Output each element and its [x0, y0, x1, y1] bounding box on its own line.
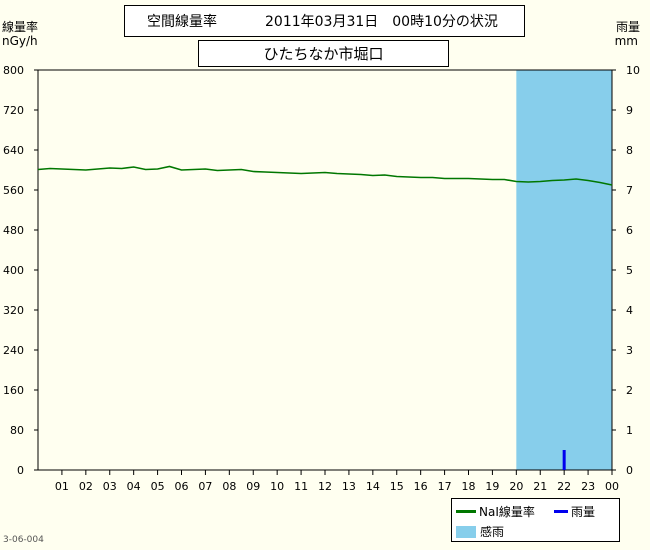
x-tick-label-15: 15: [390, 480, 404, 493]
legend-swatch-nai: [456, 510, 476, 513]
x-tick-label-03: 03: [103, 480, 117, 493]
x-tick-label-04: 04: [127, 480, 141, 493]
y-left-tick-label-160: 160: [3, 384, 24, 397]
x-tick-label-01: 01: [55, 480, 69, 493]
legend-swatch-rain-sense: [456, 525, 476, 538]
chart-legend: NaI線量率 雨量 感雨: [451, 498, 620, 542]
y-left-tick-label-720: 720: [3, 104, 24, 117]
y-right-tick-label-9: 9: [626, 104, 633, 117]
x-tick-label-08: 08: [222, 480, 236, 493]
y-left-tick-label-480: 480: [3, 224, 24, 237]
chart-datetime: 2011年03月31日 00時10分の状況: [265, 14, 498, 30]
y-axis-right-unit: mm: [614, 34, 638, 48]
legend-label-rain: 雨量: [571, 505, 596, 519]
y-left-tick-label-400: 400: [3, 264, 24, 277]
legend-item-nai: NaI線量率: [456, 503, 535, 520]
y-right-tick-label-2: 2: [626, 384, 633, 397]
y-axis-right-label: 雨量: [615, 20, 640, 34]
legend-label-rain-sense: 感雨: [480, 525, 505, 539]
legend-label-nai: NaI線量率: [479, 505, 535, 519]
legend-swatch-rain: [554, 510, 568, 513]
chart-title: 空間線量率: [147, 14, 217, 30]
x-tick-label-22: 22: [557, 480, 571, 493]
x-tick-label-21: 21: [533, 480, 547, 493]
y-right-tick-label-8: 8: [626, 144, 633, 157]
y-right-tick-label-1: 1: [626, 424, 633, 437]
y-right-tick-label-5: 5: [626, 264, 633, 277]
y-left-tick-label-640: 640: [3, 144, 24, 157]
y-axis-left-unit: nGy/h: [2, 34, 38, 48]
x-tick-label-14: 14: [366, 480, 380, 493]
legend-item-rain-sense: 感雨: [456, 523, 504, 540]
station-name-box: ひたちなか市堀口: [198, 40, 449, 67]
y-left-tick-label-800: 800: [3, 64, 24, 77]
y-left-tick-label-320: 320: [3, 304, 24, 317]
dose-rate-line: [37, 165, 613, 186]
x-tick-label-11: 11: [294, 480, 308, 493]
rain-sense-band-0: [516, 70, 612, 470]
y-right-tick-label-6: 6: [626, 224, 633, 237]
y-left-tick-label-0: 0: [17, 464, 24, 477]
x-tick-label-17: 17: [438, 480, 452, 493]
x-tick-label-12: 12: [318, 480, 332, 493]
y-left-tick-label-80: 80: [10, 424, 24, 437]
y-axis-left-label: 線量率: [2, 20, 39, 34]
x-tick-label-16: 16: [414, 480, 428, 493]
y-right-tick-label-4: 4: [626, 304, 633, 317]
x-tick-label-09: 09: [246, 480, 260, 493]
x-tick-label-10: 10: [270, 480, 284, 493]
x-tick-label-02: 02: [79, 480, 93, 493]
x-tick-label-19: 19: [485, 480, 499, 493]
station-name: ひたちなか市堀口: [263, 45, 384, 63]
x-tick-label-00: 00: [605, 480, 619, 493]
chart-title-box: 空間線量率 2011年03月31日 00時10分の状況: [124, 5, 525, 37]
x-tick-label-05: 05: [151, 480, 165, 493]
x-tick-label-06: 06: [175, 480, 189, 493]
rain-bar-0: [562, 450, 566, 470]
y-right-tick-label-0: 0: [626, 464, 633, 477]
legend-item-rain: 雨量: [554, 503, 595, 520]
x-tick-label-20: 20: [509, 480, 523, 493]
x-tick-label-13: 13: [342, 480, 356, 493]
x-tick-label-23: 23: [581, 480, 595, 493]
y-right-tick-label-10: 10: [626, 64, 640, 77]
x-tick-label-07: 07: [198, 480, 212, 493]
y-right-tick-label-7: 7: [626, 184, 633, 197]
x-tick-label-18: 18: [462, 480, 476, 493]
y-left-tick-label-240: 240: [3, 344, 24, 357]
station-code: 3-06-004: [3, 535, 44, 545]
y-right-tick-label-3: 3: [626, 344, 633, 357]
y-left-tick-label-560: 560: [3, 184, 24, 197]
